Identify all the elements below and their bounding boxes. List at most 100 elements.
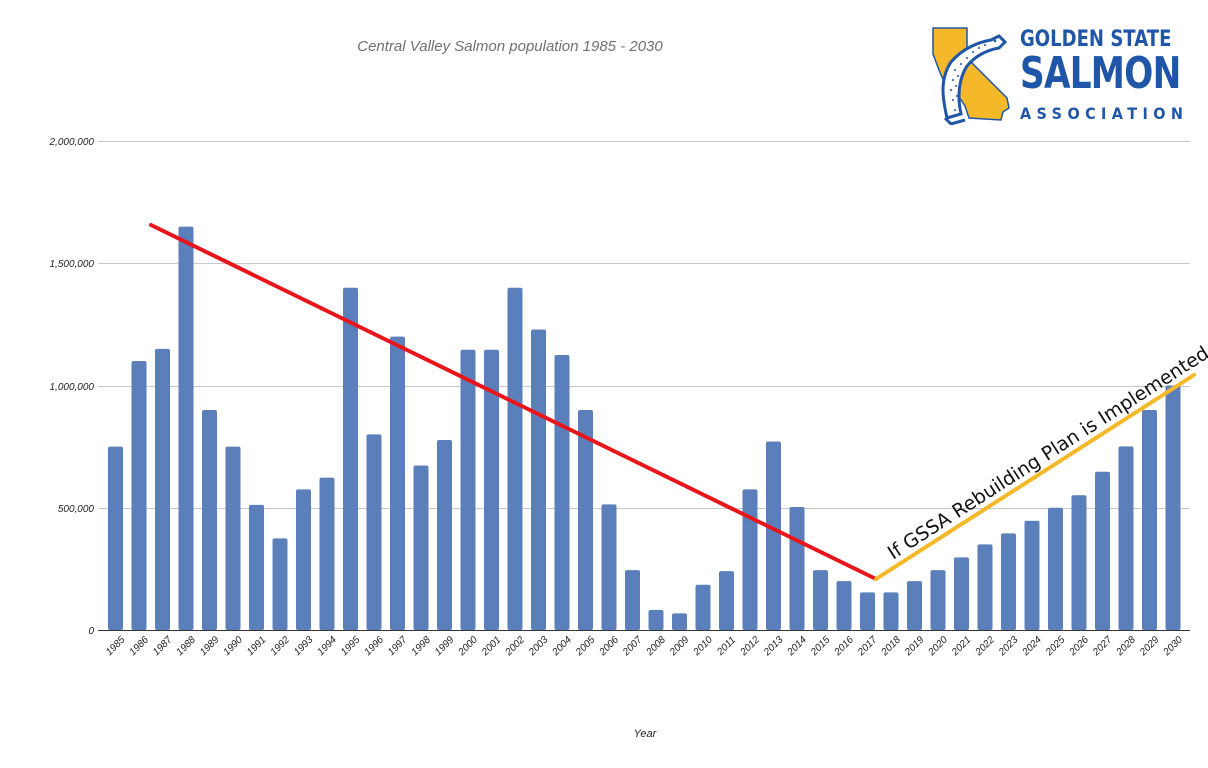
x-tick-label: 2025 xyxy=(1043,634,1068,659)
bar-1996 xyxy=(366,434,382,630)
x-tick-label: 1996 xyxy=(362,634,386,658)
x-tick-label: 2018 xyxy=(879,634,904,659)
x-tick-label: 2008 xyxy=(644,634,669,659)
bar-2003 xyxy=(531,329,546,630)
x-tick-label: 2022 xyxy=(973,634,998,659)
bar-2026 xyxy=(1071,495,1087,630)
x-tick-label: 1994 xyxy=(315,634,339,658)
bar-2018 xyxy=(883,592,899,630)
x-tick-label: 2005 xyxy=(573,634,598,659)
california-salmon-icon xyxy=(932,27,1010,126)
x-tick-label: 2017 xyxy=(855,634,880,659)
x-tick-label: 1987 xyxy=(151,634,175,658)
x-tick-label: 2011 xyxy=(715,635,739,659)
bar-2002 xyxy=(507,287,523,630)
bar-2015 xyxy=(813,570,828,630)
bar-2024 xyxy=(1024,520,1040,630)
bar-2027 xyxy=(1095,471,1110,630)
chart-title: Central Valley Salmon population 1985 - … xyxy=(357,38,663,55)
bar-1995 xyxy=(343,287,358,630)
bar-2004 xyxy=(554,354,570,630)
x-tick-label: 1985 xyxy=(104,634,128,658)
x-tick-label: 2026 xyxy=(1067,634,1092,659)
x-tick-label: 2010 xyxy=(691,634,716,659)
bar-2014 xyxy=(789,507,805,630)
rebuilding-annotation: If GSSA Rebuilding Plan is Implemented xyxy=(884,342,1208,564)
x-tick-label: 2016 xyxy=(832,634,857,659)
bar-1993 xyxy=(296,489,311,630)
trend-lines xyxy=(149,223,1196,581)
x-tick-label: 2006 xyxy=(597,634,622,659)
bar-1991 xyxy=(249,504,264,630)
x-tick-label: 2004 xyxy=(550,634,575,659)
x-tick-label: 1997 xyxy=(386,634,410,658)
bar-2020 xyxy=(930,570,946,630)
logo-salmon: SALMON xyxy=(1020,48,1181,99)
x-tick-label: 2012 xyxy=(738,634,763,659)
gridlines xyxy=(98,141,1190,509)
bar-2021 xyxy=(954,557,969,630)
x-tick-label: 1990 xyxy=(221,634,245,658)
bar-2019 xyxy=(907,581,922,630)
x-tick-label: 1999 xyxy=(433,634,457,658)
bar-1989 xyxy=(202,409,217,630)
bar-1998 xyxy=(413,465,429,630)
bar-2028 xyxy=(1118,446,1134,630)
bar-2005 xyxy=(578,409,593,630)
x-tick-label: 1989 xyxy=(198,634,222,658)
bar-1987 xyxy=(155,348,170,630)
x-tick-label: 2028 xyxy=(1114,634,1139,659)
bar-2009 xyxy=(672,613,687,630)
bar-2011 xyxy=(719,571,734,630)
bar-1994 xyxy=(319,477,335,630)
x-tick-label: 2003 xyxy=(526,634,551,659)
x-tick-label: 2023 xyxy=(996,634,1021,659)
y-tick-label: 2,000,000 xyxy=(49,137,95,148)
bar-2008 xyxy=(648,609,664,630)
x-tick-label: 2019 xyxy=(902,634,927,659)
logo-association: ASSOCIATION xyxy=(1020,104,1189,123)
bar-2001 xyxy=(484,349,499,630)
bar-2025 xyxy=(1048,507,1063,630)
bar-2013 xyxy=(766,441,781,630)
bar-1992 xyxy=(272,538,288,630)
x-tick-label: 2007 xyxy=(620,634,645,659)
bar-1997 xyxy=(390,336,405,630)
x-tick-label: 2029 xyxy=(1137,634,1162,659)
x-tick-label: 1995 xyxy=(339,634,363,658)
x-tick-label: 1992 xyxy=(268,634,292,658)
x-axis-label: Year xyxy=(633,728,657,740)
y-tick-label: 0 xyxy=(88,626,94,637)
bar-2017 xyxy=(860,592,875,630)
y-tick-label: 500,000 xyxy=(58,504,95,515)
bars xyxy=(108,226,1181,630)
bar-1990 xyxy=(225,446,241,630)
bar-2006 xyxy=(601,504,617,630)
bar-2030 xyxy=(1165,385,1181,630)
bar-1988 xyxy=(178,226,194,630)
x-tick-label: 2030 xyxy=(1161,634,1186,659)
x-tick-label: 2027 xyxy=(1090,634,1115,659)
gssa-logo: GOLDEN STATE SALMON ASSOCIATION xyxy=(925,20,1189,126)
y-tick-label: 1,000,000 xyxy=(50,382,95,393)
x-axis-ticks: 1985 1986 1987 1988 1989 1990 1991 1992 1993 1994… xyxy=(104,634,1185,659)
bar-2022 xyxy=(977,544,993,630)
y-axis-ticks: 0 500,000 1,000,000 1,500,000 2,000,000 xyxy=(49,137,95,637)
x-tick-label: 1988 xyxy=(174,634,198,658)
x-tick-label: 2024 xyxy=(1020,634,1045,659)
bar-2007 xyxy=(625,570,640,630)
x-tick-label: 2009 xyxy=(667,634,692,659)
rebuilding-trend-line xyxy=(874,373,1196,581)
x-tick-label: 2000 xyxy=(456,634,481,659)
x-tick-label: 1998 xyxy=(409,634,433,658)
x-tick-label: 1993 xyxy=(292,634,316,658)
logo-golden-state: GOLDEN STATE xyxy=(1020,27,1172,52)
bar-2000 xyxy=(460,349,476,630)
x-tick-label: 2021 xyxy=(949,634,973,658)
x-tick-label: 2014 xyxy=(785,634,810,659)
x-tick-label: 2015 xyxy=(808,634,833,659)
bar-2023 xyxy=(1001,533,1016,630)
bar-1999 xyxy=(437,440,452,630)
x-tick-label: 2001 xyxy=(479,634,503,658)
